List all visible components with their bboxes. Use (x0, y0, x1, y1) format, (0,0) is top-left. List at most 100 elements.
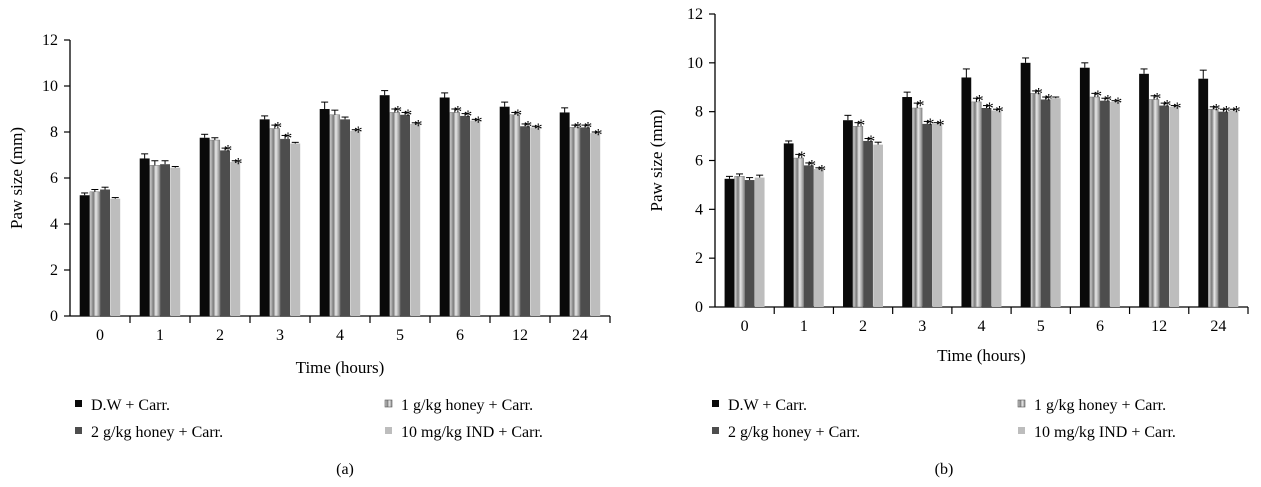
bar-ind (991, 110, 1002, 307)
significance-star: * (224, 141, 233, 160)
legend-swatch-honey2 (712, 427, 719, 434)
significance-star: * (857, 116, 866, 135)
bar-dw (1020, 62, 1031, 308)
bar-ind (170, 167, 181, 316)
significance-star: * (1094, 86, 1103, 105)
legend-swatch-ind (1018, 427, 1025, 434)
significance-star: * (454, 102, 463, 121)
legend-swatch-dw (712, 400, 719, 407)
significance-star: * (534, 119, 543, 138)
bar-dw (319, 109, 330, 316)
bar-honey1 (1148, 99, 1160, 308)
bar-honey1 (793, 157, 804, 308)
significance-star: * (916, 96, 925, 115)
bar-ind (230, 161, 241, 316)
bar-honey2 (400, 114, 410, 316)
bar-dw (199, 137, 210, 316)
bar-honey1 (1208, 108, 1219, 308)
bar-ind (410, 123, 421, 316)
bar-ind (754, 177, 765, 307)
bar-honey2 (100, 189, 110, 316)
x-axis-title: Time (hours) (937, 346, 1026, 365)
bar-honey1 (209, 139, 221, 317)
bar-honey2 (981, 108, 992, 307)
bar-honey2 (280, 138, 290, 316)
significance-star: * (985, 99, 994, 118)
significance-star: * (867, 132, 876, 151)
legend-label-ind: 10 mg/kg IND + Carr. (1034, 424, 1176, 441)
legend-label-dw: D.W + Carr. (91, 397, 170, 414)
y-tick-label: 4 (695, 201, 703, 218)
bar-dw (1139, 73, 1149, 307)
x-axis-title: Time (hours) (296, 358, 385, 377)
significance-star: * (975, 91, 984, 110)
significance-star: * (584, 118, 593, 137)
significance-star: * (574, 118, 583, 137)
y-tick-label: 10 (42, 78, 58, 95)
bar-dw (961, 77, 972, 307)
significance-star: * (936, 116, 945, 135)
significance-star: * (404, 105, 413, 124)
legend-swatch-honey1 (384, 399, 393, 408)
significance-star: * (394, 102, 403, 121)
bar-dw (783, 143, 794, 307)
x-tick-label: 5 (1037, 318, 1045, 335)
bar-honey2 (803, 165, 814, 307)
bar-honey2 (340, 119, 350, 316)
bar-honey2 (1040, 99, 1051, 307)
significance-star: * (1034, 84, 1043, 103)
significance-star: * (1153, 89, 1162, 108)
bar-honey1 (509, 114, 521, 317)
legend-label-ind: 10 mg/kg IND + Carr. (401, 424, 543, 441)
bar-honey2 (744, 180, 755, 307)
significance-star: * (1044, 90, 1053, 109)
x-tick-label: 1 (156, 327, 164, 344)
y-tick-label: 0 (50, 308, 58, 325)
x-tick-label: 4 (978, 318, 986, 335)
significance-star: * (284, 128, 293, 147)
legend-swatch-ind (385, 427, 392, 434)
x-tick-label: 3 (918, 318, 926, 335)
legend-label-honey2: 2 g/kg honey + Carr. (91, 424, 223, 441)
bar-dw (259, 119, 270, 316)
bar-honey2 (922, 123, 933, 307)
y-tick-label: 6 (50, 170, 58, 187)
bar-honey2 (1218, 111, 1229, 308)
x-tick-label: 12 (1151, 318, 1167, 335)
significance-star: * (808, 156, 817, 175)
bar-ind (1050, 98, 1061, 307)
bar-honey1 (971, 101, 982, 308)
y-tick-label: 8 (695, 104, 703, 121)
significance-star: * (1222, 102, 1231, 121)
bar-honey1 (1030, 93, 1041, 308)
bar-ind (1169, 106, 1180, 308)
x-tick-label: 1 (800, 318, 808, 335)
bar-dw (843, 120, 853, 308)
x-tick-label: 3 (276, 327, 284, 344)
bar-dw (902, 97, 913, 308)
significance-star: * (414, 116, 423, 135)
bar-ind (1228, 110, 1239, 307)
bar-dw (724, 178, 735, 307)
significance-star: * (274, 118, 283, 137)
bar-honey2 (520, 126, 530, 316)
panel-label: (a) (336, 461, 354, 478)
legend-label-honey1: 1 g/kg honey + Carr. (401, 397, 533, 414)
y-tick-label: 10 (687, 55, 703, 72)
y-tick-label: 12 (42, 32, 58, 49)
bar-honey2 (1159, 105, 1170, 307)
bar-honey1 (89, 191, 101, 317)
y-axis-title: Paw size (mm) (7, 127, 26, 229)
bar-ind (813, 169, 824, 307)
legend-swatch-honey2 (75, 427, 82, 434)
bar-dw (379, 95, 390, 316)
panel-label: (b) (935, 461, 954, 478)
significance-star: * (798, 147, 807, 166)
x-tick-label: 6 (456, 327, 464, 344)
x-tick-label: 0 (96, 327, 104, 344)
bar-honey2 (580, 127, 590, 317)
y-tick-label: 0 (695, 299, 703, 316)
legend-label-dw: D.W + Carr. (728, 397, 807, 414)
